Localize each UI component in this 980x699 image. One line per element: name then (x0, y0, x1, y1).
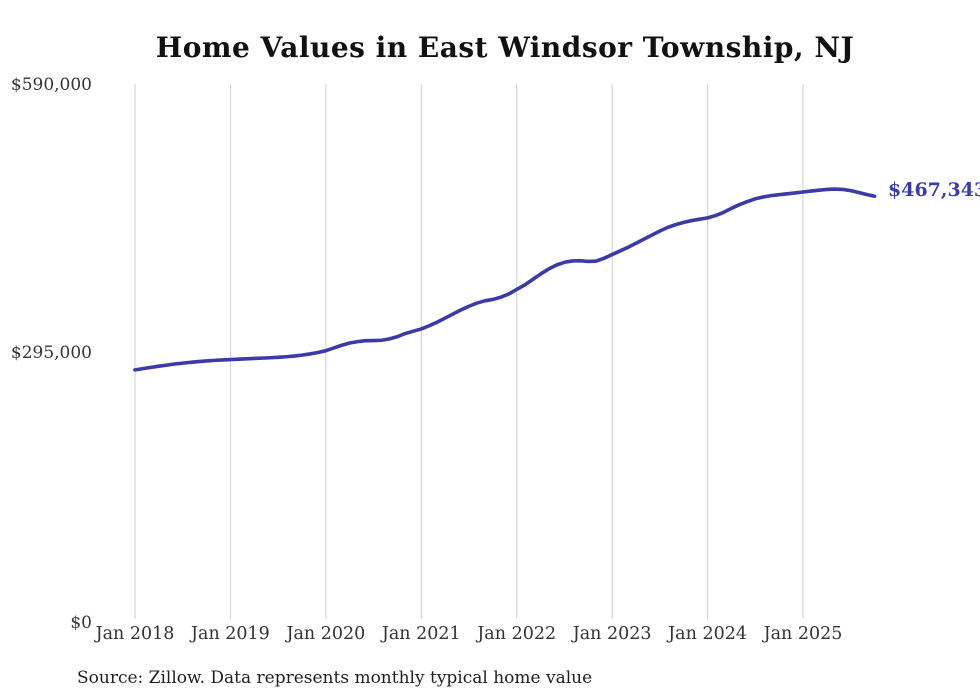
x-tick-label: Jan 2021 (381, 624, 461, 644)
y-tick-label: $0 (70, 613, 92, 633)
x-tick-label: Jan 2023 (572, 624, 652, 644)
end-value-label: $467,343 (888, 179, 980, 201)
x-tick-label: Jan 2019 (191, 624, 270, 644)
chart-title: Home Values in East Windsor Township, NJ (155, 31, 855, 64)
source-note: Source: Zillow. Data represents monthly … (77, 668, 593, 688)
y-tick-label: $295,000 (10, 342, 92, 363)
x-tick-label: Jan 2022 (477, 624, 557, 644)
x-tick-label: Jan 2020 (286, 624, 366, 644)
x-tick-label: Jan 2024 (668, 624, 747, 644)
x-tick-label: Jan 2018 (95, 624, 175, 644)
home-value-line (133, 187, 877, 372)
y-tick-label: $590,000 (10, 75, 92, 95)
x-tick-label: Jan 2025 (763, 624, 843, 644)
gridlines-group (134, 84, 804, 619)
